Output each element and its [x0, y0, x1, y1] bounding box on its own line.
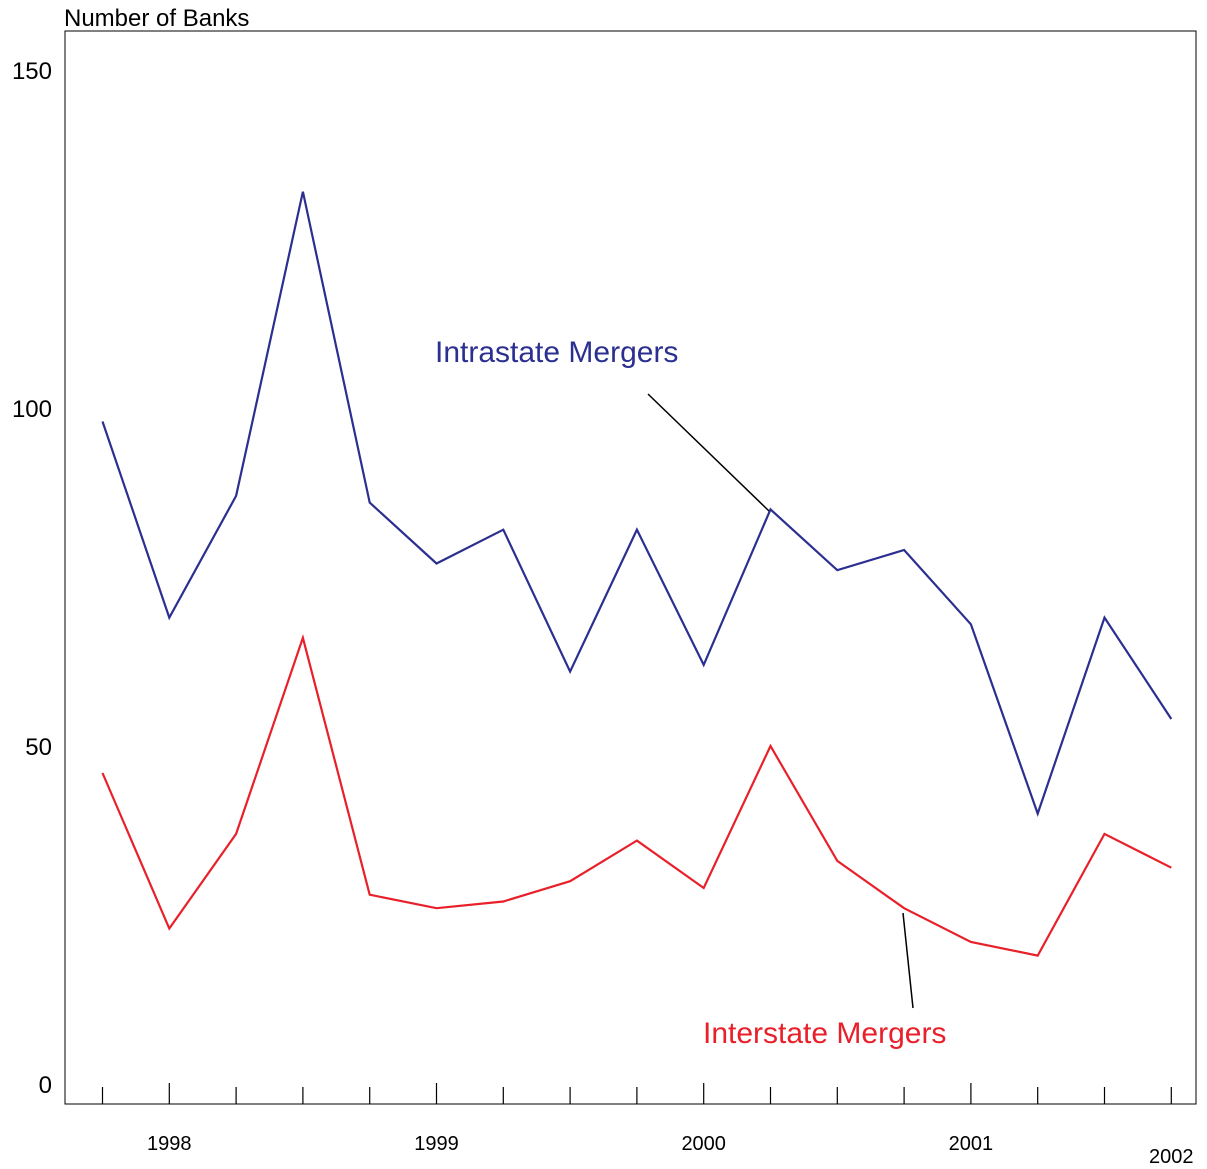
- y-tick-labels: 0 50 100 150: [12, 58, 52, 1099]
- x-tick-label: 1999: [414, 1133, 459, 1155]
- intrastate-mergers-line: [101, 191, 1173, 817]
- x-ticks: 1998 1999 2000 2001 2002: [101, 1083, 1194, 1168]
- x-tick-label: 2000: [681, 1133, 726, 1155]
- y-tick-label: 0: [39, 1072, 52, 1099]
- interstate-leader-line: [902, 912, 914, 1009]
- intrastate-series-label: Intrastate Mergers: [435, 336, 678, 369]
- intrastate-leader-line: [647, 393, 770, 512]
- y-tick-label: 50: [25, 734, 52, 761]
- interstate-series-label: Interstate Mergers: [703, 1017, 946, 1050]
- x-tick-label: 2001: [949, 1133, 994, 1155]
- y-axis-label: Number of Banks: [64, 5, 249, 32]
- x-tick-label: 1998: [147, 1133, 192, 1155]
- series-lines: [101, 191, 1173, 957]
- plot-frame: [64, 30, 1197, 1105]
- y-tick-label: 150: [12, 58, 52, 85]
- x-tick-label: 2002: [1149, 1146, 1194, 1168]
- interstate-mergers-line: [101, 633, 1172, 957]
- y-tick-label: 100: [12, 396, 52, 423]
